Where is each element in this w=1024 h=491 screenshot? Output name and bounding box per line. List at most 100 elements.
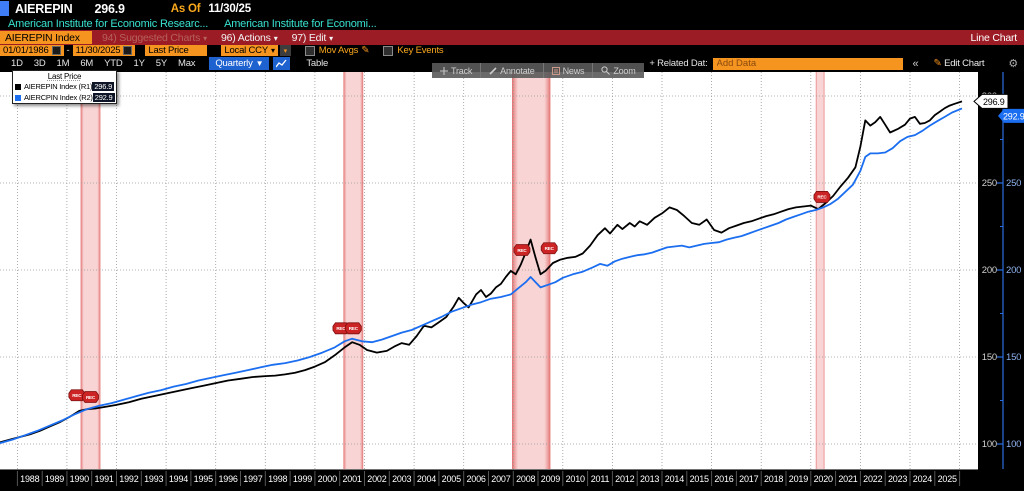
x-axis-year-label: 2018: [764, 474, 783, 484]
x-axis-year-label: 1996: [218, 474, 237, 484]
chevron-down-icon: ▼: [255, 59, 264, 68]
news-button[interactable]: News: [542, 63, 593, 78]
period-buttons: 1D 3D 1M 6M YTD 1Y 5Y Max: [0, 58, 196, 69]
security-description-row: American Institute for Economic Researc.…: [0, 17, 1024, 30]
settings-toolbar: 01/01/1986 - 11/30/2025 Last Price Local…: [0, 45, 1024, 56]
svg-text:REC: REC: [545, 246, 555, 251]
x-axis-year-label: 1998: [268, 474, 287, 484]
period-button-1y[interactable]: 1Y: [133, 58, 145, 69]
x-axis-year-label: 2025: [938, 474, 957, 484]
chart-type-label: Line Chart: [970, 31, 1018, 44]
svg-text:296.9: 296.9: [983, 97, 1005, 107]
menu-actions[interactable]: 96) Actions ▾: [220, 31, 278, 44]
x-axis-year-label: 2017: [739, 474, 758, 484]
chevron-down-icon: ▾: [270, 46, 275, 55]
gridlines: [0, 72, 978, 469]
r2-axis-label: 200: [1006, 265, 1021, 276]
period-button-5y[interactable]: 5Y: [155, 58, 167, 69]
currency-select[interactable]: Local CCY ▾: [221, 45, 278, 56]
add-data-input[interactable]: [712, 57, 903, 70]
rec-badge-icon: [82, 391, 99, 403]
ticker-symbol: AIEREPIN: [15, 1, 73, 16]
line-chart-icon: [276, 59, 287, 68]
r1-axis-label: 200: [982, 265, 997, 276]
svg-text:REC: REC: [86, 395, 96, 400]
key-events-label: Key Events: [397, 45, 444, 56]
chart-legend: Last Price AIEREPIN Index (R1) 296.9 AIE…: [12, 70, 117, 104]
menu-suggested-charts[interactable]: 94) Suggested Charts ▾: [102, 31, 207, 44]
date-from-field[interactable]: 01/01/1986: [0, 45, 64, 56]
line-chart-view-button[interactable]: [273, 57, 291, 70]
legend-row-aiercpin[interactable]: AIERCPIN Index (R2) 292.9: [13, 92, 116, 103]
x-axis-year-label: 2014: [665, 474, 684, 484]
calendar-icon[interactable]: [51, 46, 61, 55]
x-axis-year-label: 2016: [714, 474, 733, 484]
last-price-tags: 296.9 292.9: [973, 93, 1024, 123]
x-axis-year-label: 1993: [144, 474, 163, 484]
edit-chart-button[interactable]: ✎ Edit Chart: [933, 58, 985, 69]
mov-avgs-label: Mov Avgs: [318, 45, 359, 56]
pencil-icon: ✎: [933, 58, 942, 69]
calendar-icon[interactable]: [123, 46, 133, 55]
mov-avgs-checkbox[interactable]: [304, 45, 315, 56]
annotate-button[interactable]: Annotate: [480, 63, 542, 78]
x-axis-year-label: 2002: [367, 474, 386, 484]
frequency-select[interactable]: Quarterly ▼: [209, 57, 270, 70]
price-field-select[interactable]: Last Price: [145, 45, 208, 56]
security-description-1: American Institute for Economic Researc.…: [8, 17, 209, 30]
period-button-ytd[interactable]: YTD: [104, 58, 123, 69]
x-axis-year-label: 2020: [814, 474, 833, 484]
legend-title: Last Price: [47, 72, 82, 81]
date-to-field[interactable]: 11/30/2025: [72, 45, 136, 56]
series-line-aierepin: [0, 100, 963, 444]
svg-text:REC: REC: [72, 393, 82, 398]
track-button[interactable]: Track: [432, 63, 480, 78]
track-crosshair-icon: [440, 66, 448, 75]
r2-axis-label: 150: [1006, 352, 1021, 363]
right-axes: 100150200250300100150200250: [982, 72, 1021, 469]
collapse-panel-button[interactable]: «: [912, 57, 919, 70]
plot-background[interactable]: [0, 72, 978, 469]
period-button-1m[interactable]: 1M: [56, 58, 70, 69]
x-axis-year-label: 2011: [591, 474, 610, 484]
zoom-button[interactable]: Zoom: [592, 63, 643, 78]
gear-icon[interactable]: ⚙: [1008, 58, 1018, 70]
series-color-chip: [15, 94, 21, 101]
x-axis-year-label: 1999: [293, 474, 312, 484]
r2-price-tag: [998, 108, 1024, 123]
x-axis-year-label: 1997: [243, 474, 262, 484]
security-description-2: American Institute for Economi...: [224, 17, 377, 30]
r1-price-tag: [973, 93, 1009, 109]
period-button-3d[interactable]: 3D: [33, 58, 46, 69]
svg-text:REC: REC: [349, 326, 359, 331]
x-axis-year-label: 2004: [417, 474, 436, 484]
as-of-date: 11/30/25: [208, 2, 251, 15]
security-input[interactable]: AIEREPIN Index: [0, 31, 92, 44]
period-button-1d[interactable]: 1D: [11, 58, 23, 69]
key-events-checkbox[interactable]: [383, 45, 394, 56]
legend-series-value: 292.9: [92, 93, 115, 102]
menu-edit[interactable]: 97) Edit ▾: [291, 31, 334, 44]
magnifier-icon: [601, 66, 611, 75]
rec-badge-icon: [540, 242, 558, 255]
table-view-button[interactable]: Table: [306, 58, 329, 69]
x-axis-year-label: 1990: [70, 474, 89, 484]
series-line-aiercpin: [0, 107, 963, 444]
period-toolbar: 1D 3D 1M 6M YTD 1Y 5Y Max Quarterly ▼ Table + Re…: [0, 56, 1024, 71]
pencil-icon[interactable]: ✎: [361, 45, 370, 56]
period-button-max[interactable]: Max: [178, 58, 196, 69]
currency-dropdown-button[interactable]: ▾: [279, 45, 291, 56]
x-axis: 1988 1989 1990 1991 1992 1993 1994 1995 1996 1997…: [0, 469, 978, 488]
svg-text:REC: REC: [517, 248, 527, 253]
chevron-down-icon: ▾: [273, 33, 278, 43]
chevron-down-icon: ▾: [203, 33, 207, 43]
x-axis-year-label: 2019: [789, 474, 808, 484]
legend-row-aierepin[interactable]: AIEREPIN Index (R1) 296.9: [13, 81, 116, 92]
legend-series-label: AIEREPIN Index (R1): [24, 82, 93, 91]
news-icon: [551, 66, 560, 75]
svg-text:REC: REC: [817, 195, 827, 200]
rec-badge-icon: [344, 322, 362, 335]
period-button-6m[interactable]: 6M: [80, 58, 94, 69]
